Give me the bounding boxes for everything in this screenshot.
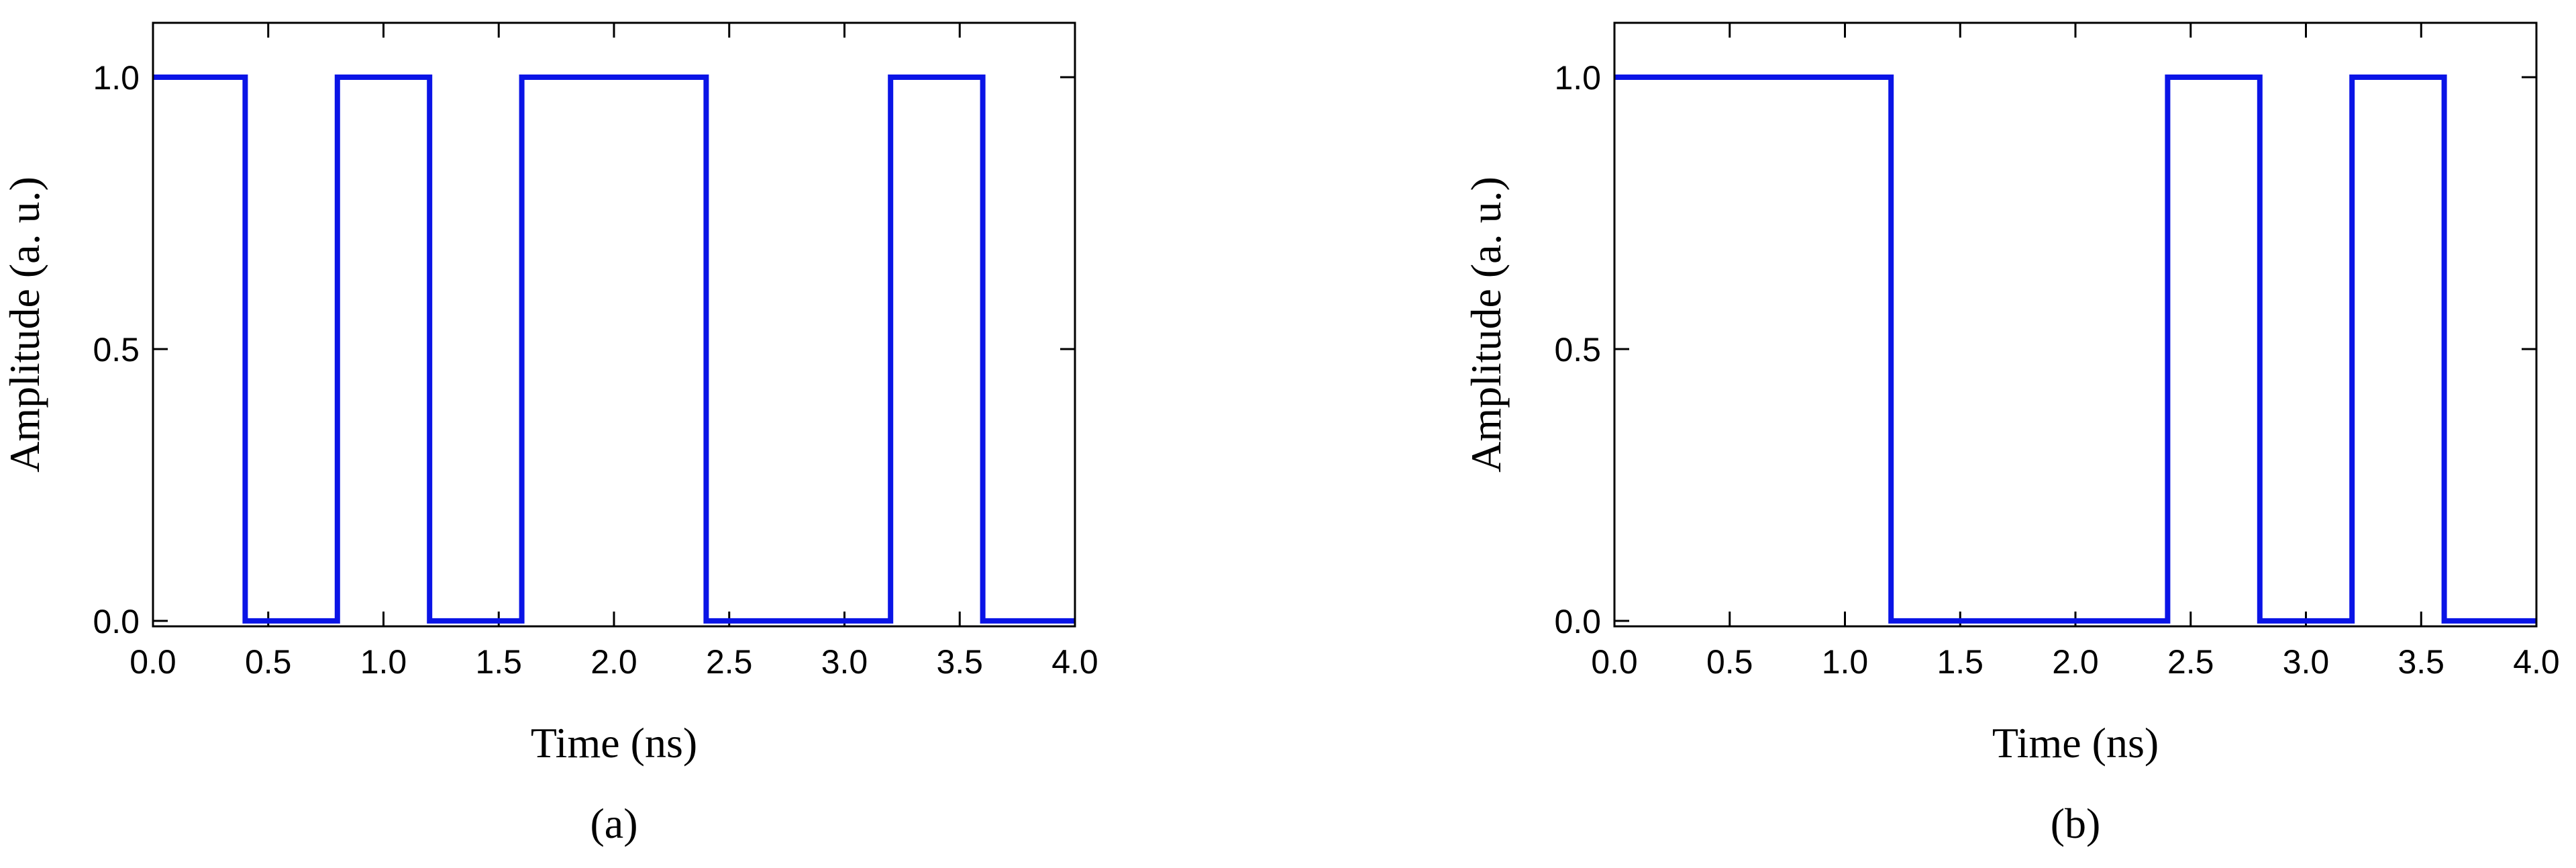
x-tick-label: 4.0 [2513, 643, 2560, 681]
x-tick-label: 2.0 [2052, 643, 2099, 681]
y-tick-label: 0.0 [1554, 603, 1601, 640]
chart-panel: 0.0 0.5 1.0 1.5 2.0 2.5 3.0 3.5 4.0 0.0 0.5 1.0 Time… [1, 21, 1098, 847]
x-tick-label: 4.0 [1051, 643, 1098, 681]
chart-panel: 0.0 0.5 1.0 1.5 2.0 2.5 3.0 3.5 4.0 0.0 0.5 1.0 Time… [1462, 21, 2560, 847]
x-tick-label: 0.5 [1706, 643, 1753, 681]
y-tick-label: 0.5 [1554, 331, 1601, 369]
y-tick-label: 1.0 [93, 59, 140, 97]
x-tick-label: 0.0 [130, 643, 176, 681]
x-tick-label: 1.0 [360, 643, 407, 681]
x-tick-label: 1.5 [475, 643, 522, 681]
x-tick-label: 2.5 [706, 643, 753, 681]
x-tick-label: 2.0 [590, 643, 637, 681]
x-axis-title: Time (ns) [1992, 719, 2159, 767]
x-tick-label: 3.5 [936, 643, 983, 681]
x-tick-label: 3.5 [2398, 643, 2444, 681]
signal-line [1614, 74, 2536, 624]
x-tick-label: 3.0 [821, 643, 868, 681]
plot-frame [152, 21, 1076, 628]
x-tick-label: 2.5 [2167, 643, 2214, 681]
y-tick-label: 1.0 [1554, 59, 1601, 97]
x-tick-label: 3.0 [2283, 643, 2330, 681]
x-tick-label: 0.0 [1591, 643, 1638, 681]
y-axis-title: Amplitude (a. u.) [1462, 177, 1510, 473]
panel-caption: (a) [590, 800, 637, 847]
y-tick-label: 0.0 [93, 603, 140, 640]
x-axis-title: Time (ns) [531, 719, 697, 767]
plot-frame [1613, 21, 2538, 628]
y-axis-title: Amplitude (a. u.) [1, 177, 48, 473]
x-tick-label: 1.5 [1937, 643, 1983, 681]
x-tick-label: 1.0 [1822, 643, 1869, 681]
panel-caption: (b) [2051, 800, 2101, 847]
x-tick-label: 0.5 [245, 643, 292, 681]
y-tick-label: 0.5 [93, 331, 140, 369]
signal-line [153, 74, 1075, 624]
